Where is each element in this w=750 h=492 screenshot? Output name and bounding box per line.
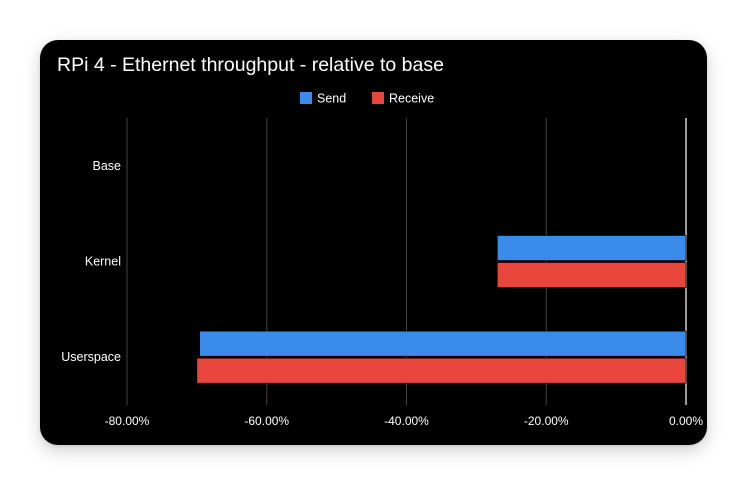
legend-label-receive: Receive — [389, 92, 434, 106]
bar-receive-userspace — [196, 357, 687, 384]
chart-card: RPi 4 - Ethernet throughput - relative t… — [40, 40, 707, 445]
x-tick-label: 0.00% — [669, 414, 703, 428]
y-category-label: Userspace — [61, 350, 121, 364]
bar-send-userspace — [199, 330, 687, 357]
x-tick-label: -40.00% — [384, 414, 429, 428]
y-category-label: Kernel — [85, 255, 121, 269]
x-tick-label: -20.00% — [524, 414, 569, 428]
y-category-label: Base — [93, 159, 122, 173]
x-tick-label: -60.00% — [244, 414, 289, 428]
bar-send-kernel — [497, 235, 687, 261]
bar-receive-kernel — [497, 262, 687, 288]
chart-title: RPi 4 - Ethernet throughput - relative t… — [57, 54, 444, 76]
x-tick-label: -80.00% — [105, 414, 150, 428]
legend-swatch-send — [300, 92, 312, 104]
chart-canvas: Send Receive -80.00% -60.00% -40.00% -20.00% 0… — [61, 92, 703, 429]
legend-swatch-receive — [372, 92, 384, 104]
legend-label-send: Send — [317, 92, 346, 106]
